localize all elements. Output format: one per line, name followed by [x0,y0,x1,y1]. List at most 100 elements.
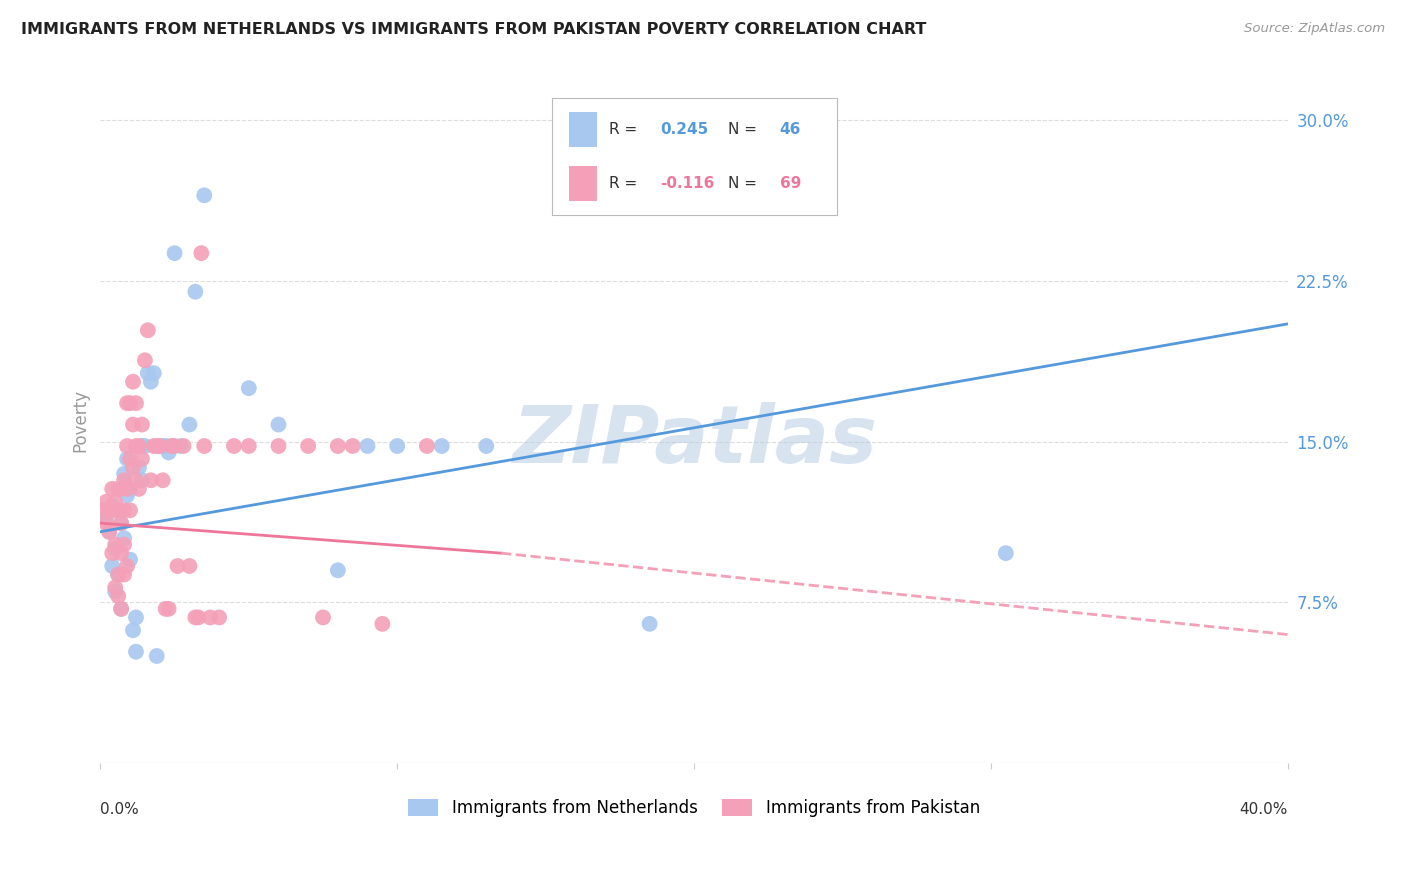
Point [152,473,174,487]
Point [163,246,186,260]
Point [110,516,132,530]
Point [297,439,319,453]
Point [112,467,135,481]
Point [190,246,212,260]
Point [131,473,153,487]
Point [122,375,145,389]
Y-axis label: Poverty: Poverty [72,389,89,451]
Point [128,460,150,475]
Point [416,439,439,453]
Point [149,439,172,453]
Point [184,285,207,299]
Point [110,546,132,560]
Point [142,439,165,453]
Point [131,417,153,432]
Point [128,439,150,453]
Point [115,396,138,410]
Point [122,460,145,475]
Point [356,439,378,453]
Point [96,494,118,508]
Point [110,482,132,496]
Point [115,482,138,496]
Point [125,473,148,487]
Point [107,503,129,517]
Point [118,503,141,517]
Point [222,439,245,453]
Point [371,616,394,631]
Point [267,439,290,453]
Point [104,537,127,551]
Point [131,439,153,453]
Point [994,546,1017,560]
Point [122,624,145,638]
Point [157,602,180,616]
Point [208,610,231,624]
Point [166,559,188,574]
Point [342,439,364,453]
Point [110,602,132,616]
Point [312,610,335,624]
Point [155,439,177,453]
Point [122,417,145,432]
Point [118,482,141,496]
Text: 0.0%: 0.0% [100,802,139,817]
Point [193,439,215,453]
Point [107,482,129,496]
Point [155,602,177,616]
Point [475,439,498,453]
Point [136,366,159,380]
Point [387,439,409,453]
Point [128,482,150,496]
Point [112,531,135,545]
Text: 40.0%: 40.0% [1240,802,1288,817]
Point [238,439,260,453]
Point [152,439,174,453]
Point [179,559,201,574]
Text: IMMIGRANTS FROM NETHERLANDS VS IMMIGRANTS FROM PAKISTAN POVERTY CORRELATION CHAR: IMMIGRANTS FROM NETHERLANDS VS IMMIGRANT… [21,22,927,37]
Point [110,602,132,616]
Point [112,567,135,582]
Point [112,537,135,551]
Point [115,488,138,502]
Point [638,616,661,631]
Point [149,439,172,453]
Point [98,524,121,539]
Point [101,482,124,496]
Point [96,509,118,524]
Point [136,323,159,337]
Point [430,439,453,453]
Text: Source: ZipAtlas.com: Source: ZipAtlas.com [1244,22,1385,36]
Point [101,503,124,517]
Point [193,188,215,202]
Point [142,366,165,380]
Point [125,439,148,453]
Point [131,451,153,466]
Point [134,353,156,368]
Point [187,610,209,624]
Point [169,439,191,453]
Point [115,451,138,466]
Point [326,439,349,453]
Point [91,503,114,517]
Point [101,499,124,513]
Point [104,581,127,595]
Point [139,473,162,487]
Point [96,516,118,530]
Text: ZIPatlas: ZIPatlas [512,402,876,480]
Point [172,439,194,453]
Point [112,473,135,487]
Point [160,439,183,453]
Point [110,516,132,530]
Point [104,584,127,599]
Point [134,439,156,453]
Point [115,439,138,453]
Legend: Immigrants from Netherlands, Immigrants from Pakistan: Immigrants from Netherlands, Immigrants … [402,792,987,823]
Point [125,610,148,624]
Point [98,524,121,539]
Point [267,417,290,432]
Point [98,503,121,517]
Point [118,451,141,466]
Point [101,546,124,560]
Point [157,445,180,459]
Point [118,552,141,566]
